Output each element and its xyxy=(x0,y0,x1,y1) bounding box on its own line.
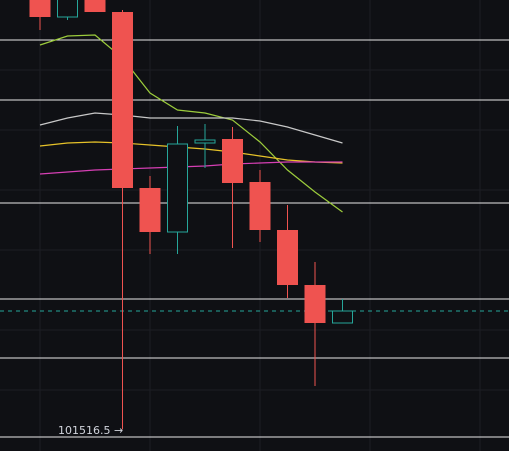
candle-body xyxy=(112,12,133,188)
candle-body xyxy=(167,143,188,233)
candle-body xyxy=(277,230,298,285)
candle-body xyxy=(57,0,78,18)
candle-body xyxy=(222,139,243,183)
candle-body xyxy=(194,139,216,144)
low-label: 101516.5 → xyxy=(58,424,123,437)
candle-body xyxy=(29,0,51,17)
moving-average xyxy=(39,112,343,144)
moving-average xyxy=(39,141,343,164)
moving-average xyxy=(39,34,343,213)
candle-body xyxy=(332,310,353,324)
candle-body xyxy=(139,188,161,232)
candle-body xyxy=(249,182,271,230)
moving-average xyxy=(39,161,343,175)
candle-body xyxy=(304,285,326,323)
candle-body xyxy=(84,0,106,12)
